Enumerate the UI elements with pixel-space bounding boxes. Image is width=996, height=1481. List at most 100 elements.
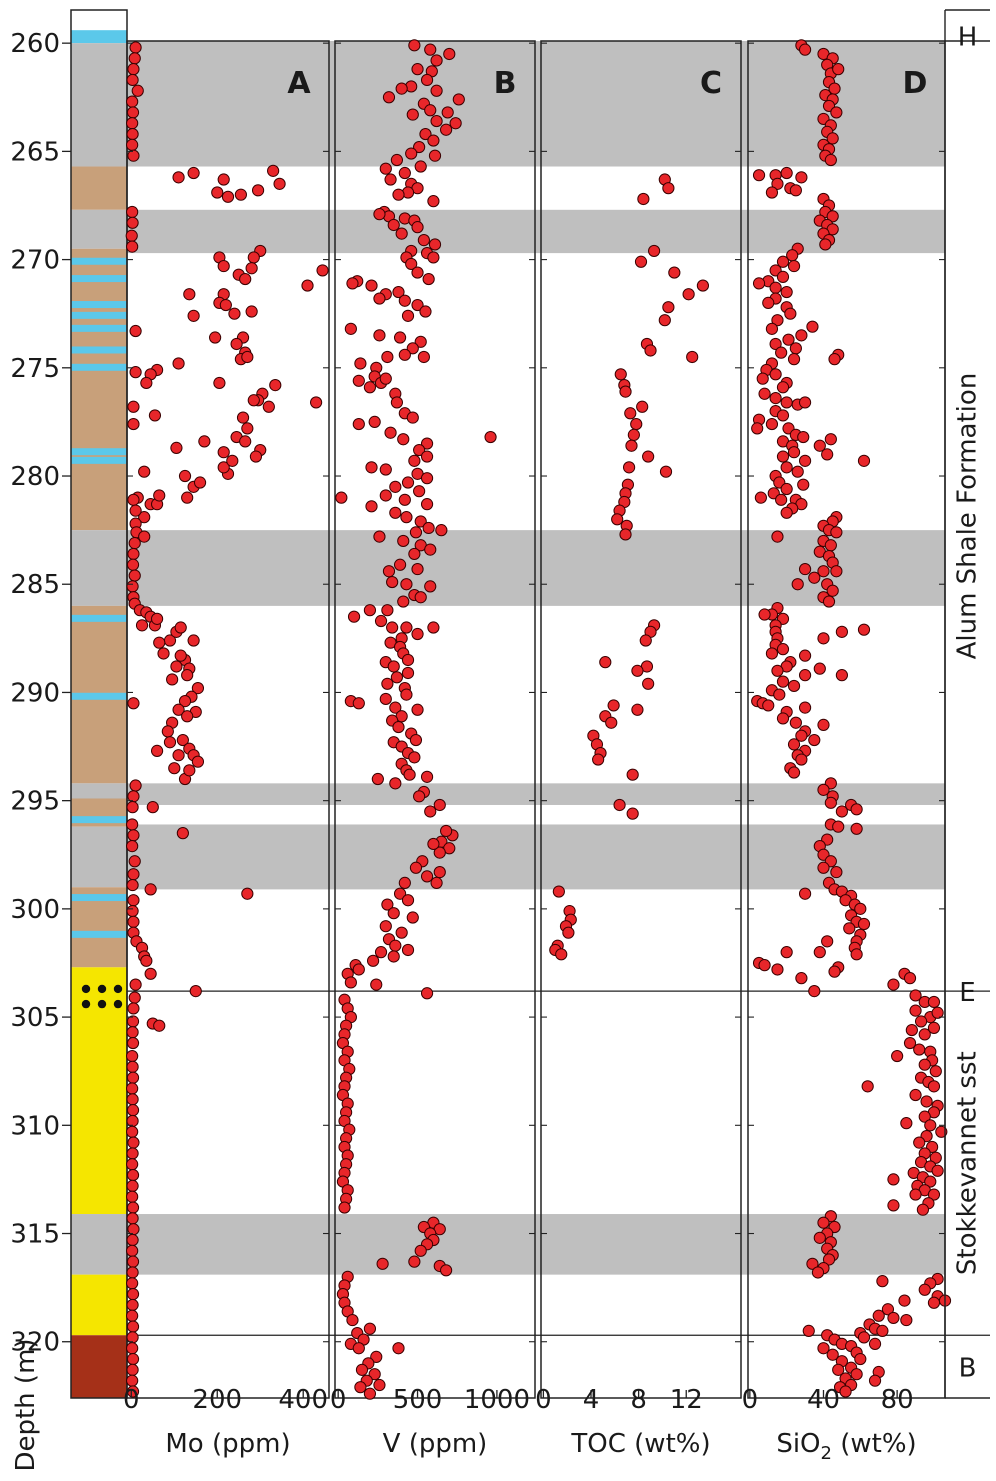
data-point (392, 720, 405, 734)
data-point (411, 703, 424, 716)
lithology-unit (71, 248, 127, 531)
depth-tick-label: 270 (10, 246, 60, 276)
data-point (398, 294, 411, 307)
data-point (440, 123, 453, 136)
data-point (808, 985, 821, 998)
data-point (269, 379, 282, 392)
data-point (909, 989, 922, 1002)
data-point (346, 277, 359, 290)
data-point (126, 1309, 139, 1322)
data-point (140, 954, 153, 967)
data-point (876, 1275, 889, 1288)
data-point (393, 558, 407, 571)
data-point (780, 285, 793, 299)
data-point (153, 636, 166, 649)
x-tick-label: 1000 (464, 1385, 530, 1415)
data-point (217, 173, 230, 186)
data-point (626, 768, 639, 781)
data-point (363, 604, 377, 617)
data-point (682, 288, 695, 301)
data-point (228, 307, 241, 320)
lithology-unit (71, 30, 127, 44)
data-point (931, 1164, 944, 1177)
x-tick-label: 400 (278, 1385, 328, 1415)
panel-frame (334, 40, 536, 1399)
data-point (379, 920, 392, 933)
data-point (927, 1021, 941, 1035)
data-point (935, 1125, 948, 1138)
data-point (891, 1049, 904, 1063)
data-point (245, 262, 258, 275)
data-point (381, 350, 394, 364)
data-point (379, 692, 392, 706)
data-point (127, 417, 140, 431)
data-point (903, 1036, 917, 1050)
data-point (857, 623, 871, 636)
data-point (409, 861, 423, 874)
data-point (780, 461, 793, 474)
data-point (400, 621, 413, 634)
data-point (751, 422, 764, 435)
data-point (627, 428, 640, 441)
data-point (172, 171, 185, 184)
x-tick-label: 0 (535, 1385, 552, 1415)
data-point (174, 649, 187, 662)
data-point (826, 210, 839, 223)
data-point (389, 939, 402, 952)
data-point (881, 1303, 895, 1316)
data-point (611, 513, 624, 526)
data-point (126, 1201, 140, 1214)
data-point (887, 1199, 900, 1212)
data-point (776, 643, 790, 656)
data-point (762, 296, 775, 309)
panel-letter: B (494, 66, 517, 101)
data-point (868, 1337, 882, 1350)
data-point (397, 595, 410, 608)
data-point (395, 926, 408, 939)
data-point (406, 108, 419, 121)
data-point (419, 305, 432, 318)
data-point (183, 288, 196, 301)
data-point (365, 461, 378, 474)
data-point (148, 409, 162, 422)
lithology-unit (71, 1335, 127, 1398)
data-point (769, 368, 782, 381)
data-point (789, 184, 802, 197)
data-point (630, 417, 643, 431)
data-point (126, 1277, 139, 1290)
data-point (365, 279, 378, 292)
data-point (887, 1311, 900, 1325)
data-point (758, 608, 771, 621)
data-point (127, 1002, 140, 1015)
data-point (752, 169, 766, 182)
data-point (129, 366, 142, 379)
data-point (775, 493, 788, 506)
data-point (373, 208, 386, 221)
data-point (424, 104, 437, 117)
data-point (126, 1363, 139, 1376)
data-point (817, 565, 830, 578)
data-point (427, 621, 440, 634)
data-point (172, 703, 185, 716)
data-point (379, 162, 392, 175)
data-point (241, 887, 254, 900)
x-tick-label: 200 (192, 1385, 242, 1415)
data-point (126, 558, 140, 571)
data-point (773, 688, 786, 701)
data-point (131, 84, 144, 97)
data-point (795, 753, 808, 766)
data-point (178, 469, 192, 483)
data-point (401, 666, 415, 680)
data-point (625, 439, 638, 452)
data-point (146, 801, 159, 814)
data-point (857, 917, 871, 931)
data-point (379, 489, 392, 502)
data-point (771, 963, 784, 976)
depth-tick-label: 285 (10, 570, 60, 600)
data-point (798, 701, 812, 714)
lithology-stripe (71, 363, 127, 371)
formation-label: Alum Shale Formation (953, 373, 983, 660)
data-point (406, 911, 419, 924)
data-point (924, 1119, 937, 1132)
data-point (316, 264, 329, 277)
